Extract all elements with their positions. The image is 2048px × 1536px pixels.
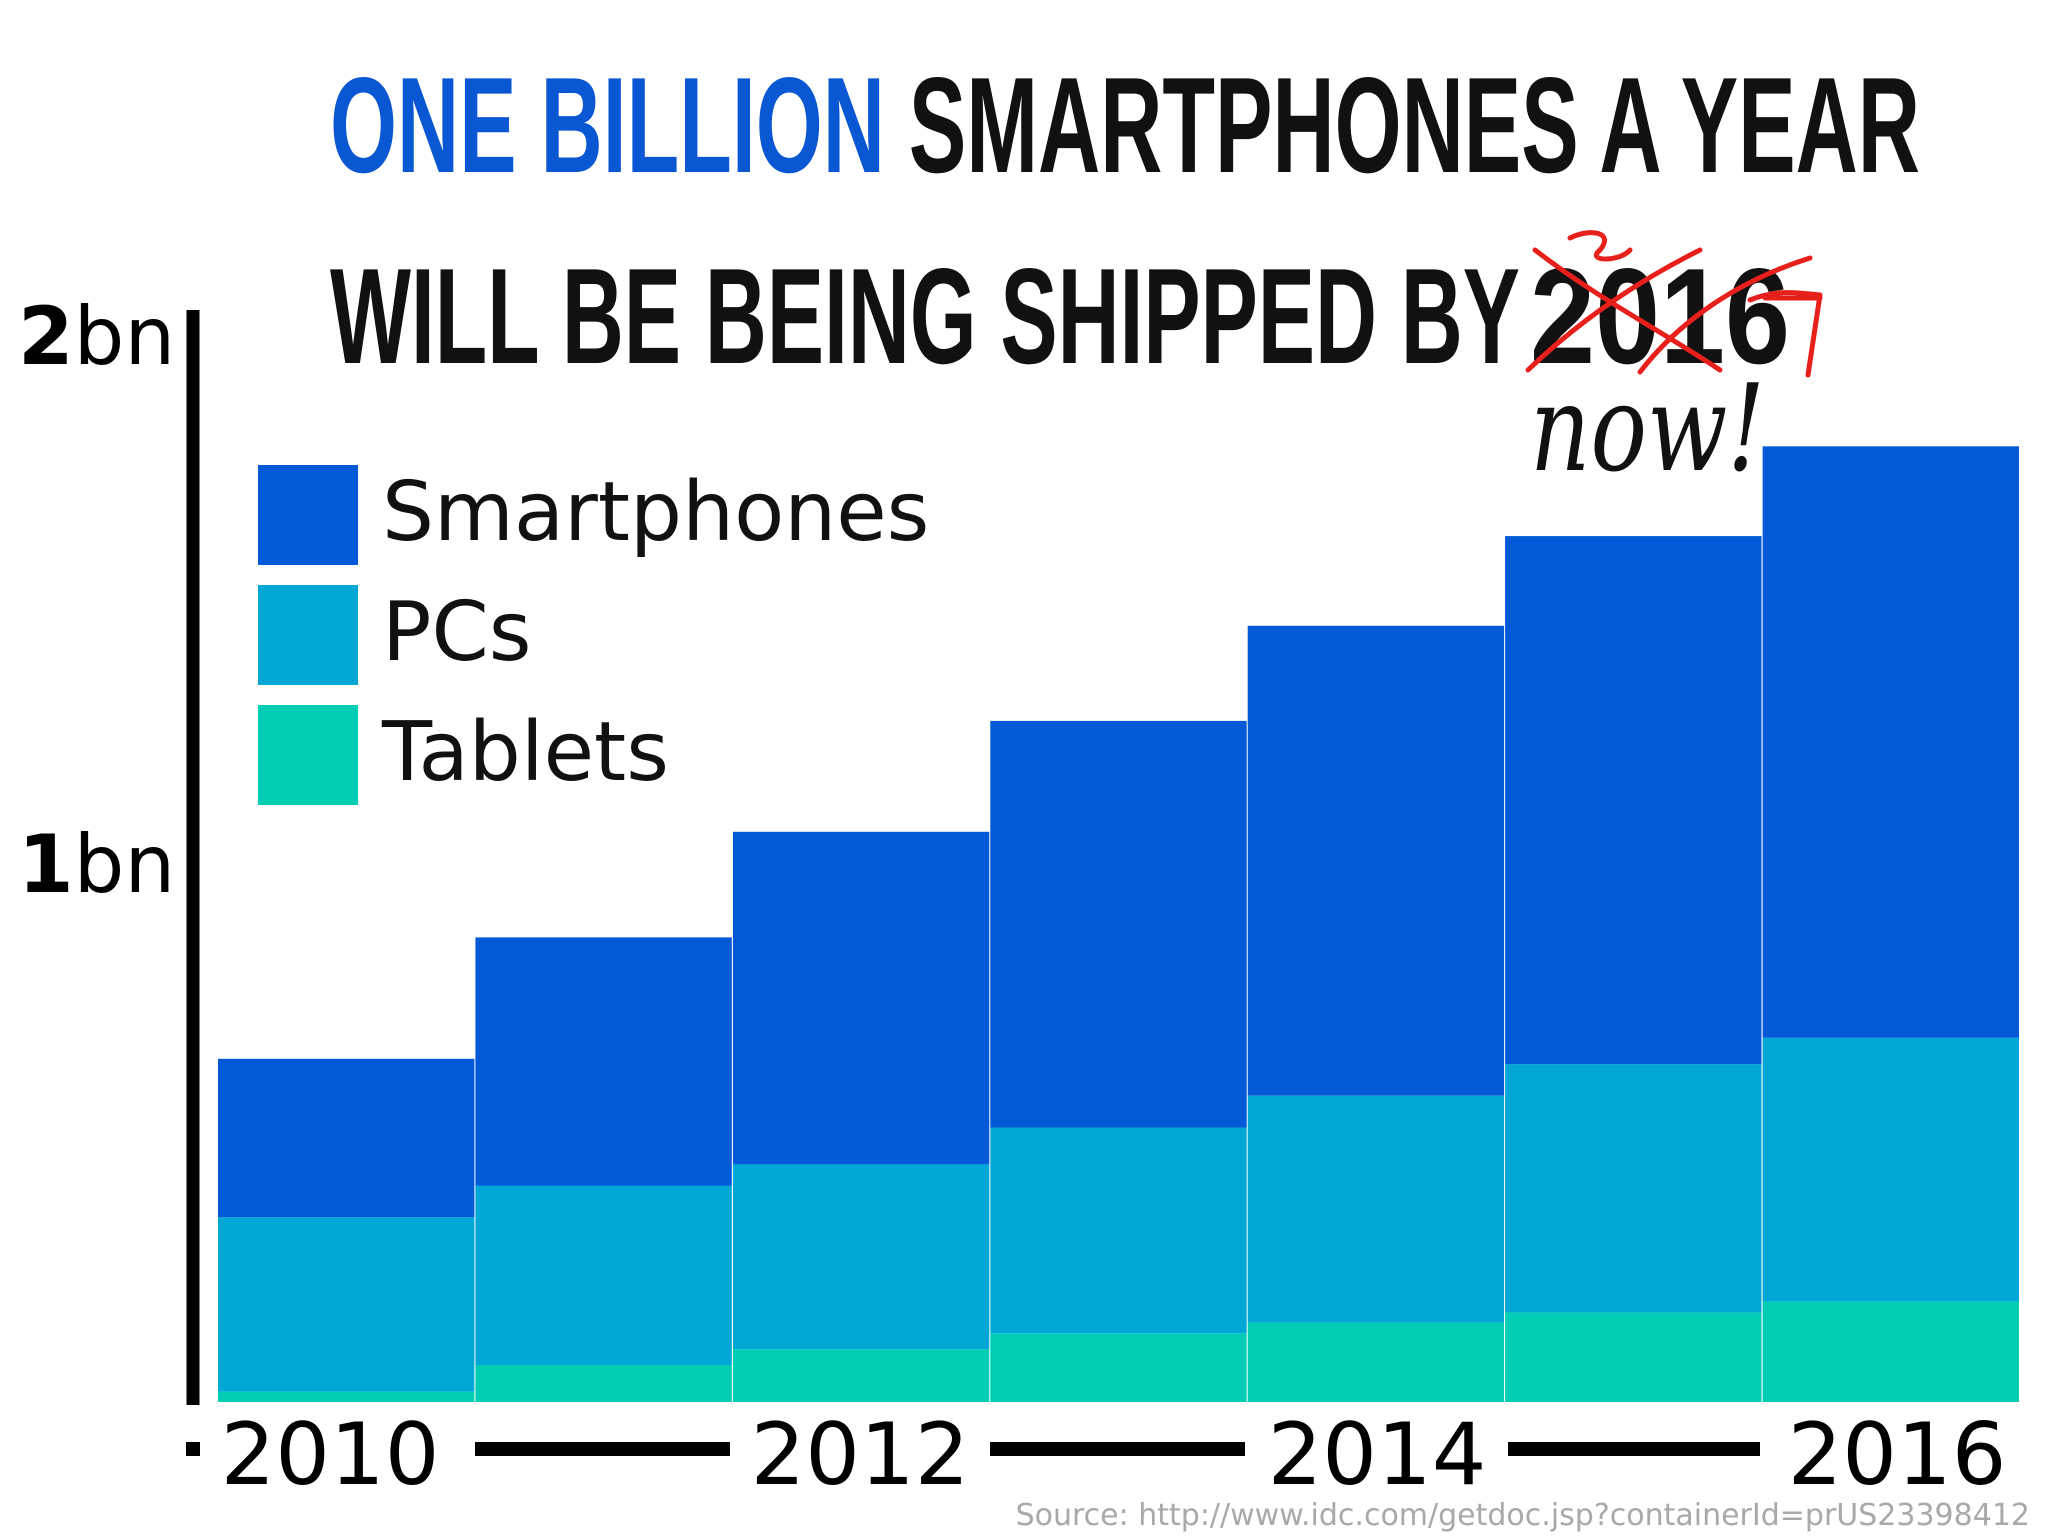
- bar-smartphones-2015: [1505, 536, 1762, 1065]
- legend-swatch-tablets: [258, 705, 358, 805]
- now-annotation: now!: [1530, 360, 1765, 499]
- bar-tablets-2012: [732, 1349, 990, 1402]
- legend-swatch-smartphones: [258, 465, 358, 565]
- bar-tablets-2016: [1762, 1301, 2019, 1402]
- y-tick-label-1bn: 1bn: [18, 818, 175, 911]
- bar-pcs-2013: [990, 1127, 1247, 1334]
- legend-swatch-pcs: [258, 585, 358, 685]
- bars-group: [218, 446, 2019, 1402]
- x-tick-label-2010: 2010: [221, 1405, 440, 1505]
- x-axis-tick-dot: [186, 1442, 200, 1456]
- legend-label-pcs: PCs: [382, 585, 531, 680]
- x-tick-label-2014: 2014: [1268, 1405, 1487, 1505]
- x-axis: 2010 2012 2014 2016: [186, 1405, 2006, 1505]
- bar-tablets-2010: [218, 1391, 475, 1402]
- bar-smartphones-2010: [218, 1058, 475, 1218]
- bar-pcs-2010: [218, 1217, 475, 1392]
- y-tick-2bn-unit: bn: [74, 290, 175, 383]
- bar-smartphones-2012: [732, 831, 990, 1165]
- legend: Smartphones PCs Tablets: [258, 465, 929, 805]
- bar-tablets-2013: [990, 1333, 1247, 1402]
- bar-smartphones-2016: [1762, 446, 2019, 1038]
- y-tick-label-2bn: 2bn: [18, 290, 175, 383]
- bar-smartphones-2014: [1247, 625, 1505, 1096]
- source-note: Source: http://www.idc.com/getdoc.jsp?co…: [1016, 1498, 2030, 1533]
- title-accent-text: ONE BILLION: [330, 49, 885, 201]
- correction-scribble: [1525, 230, 1823, 378]
- y-tick-1bn-number: 1: [18, 818, 74, 911]
- bar-tablets-2014: [1247, 1322, 1505, 1402]
- bar-smartphones-2011: [475, 937, 732, 1186]
- x-tick-label-2016: 2016: [1788, 1405, 2007, 1505]
- bar-pcs-2011: [475, 1185, 732, 1365]
- bar-tablets-2015: [1505, 1312, 1762, 1402]
- bar-pcs-2015: [1505, 1064, 1762, 1313]
- chart-title-line1: ONE BILLION SMARTPHONES A YEAR: [330, 49, 1920, 201]
- chart-title-line2: WILL BE BEING SHIPPED BY: [330, 240, 1520, 392]
- y-tick-1bn-unit: bn: [74, 818, 175, 911]
- legend-label-tablets: Tablets: [381, 705, 669, 800]
- bar-pcs-2016: [1762, 1037, 2019, 1302]
- legend-label-smartphones: Smartphones: [382, 465, 929, 560]
- x-tick-label-2012: 2012: [751, 1405, 970, 1505]
- bar-pcs-2014: [1247, 1095, 1505, 1323]
- bar-tablets-2011: [475, 1365, 732, 1402]
- y-tick-2bn-number: 2: [18, 290, 74, 383]
- struck-year: 2016: [1530, 240, 1790, 392]
- title-main-text: SMARTPHONES A YEAR: [909, 49, 1920, 201]
- bar-pcs-2012: [732, 1164, 990, 1350]
- bar-smartphones-2013: [990, 720, 1247, 1128]
